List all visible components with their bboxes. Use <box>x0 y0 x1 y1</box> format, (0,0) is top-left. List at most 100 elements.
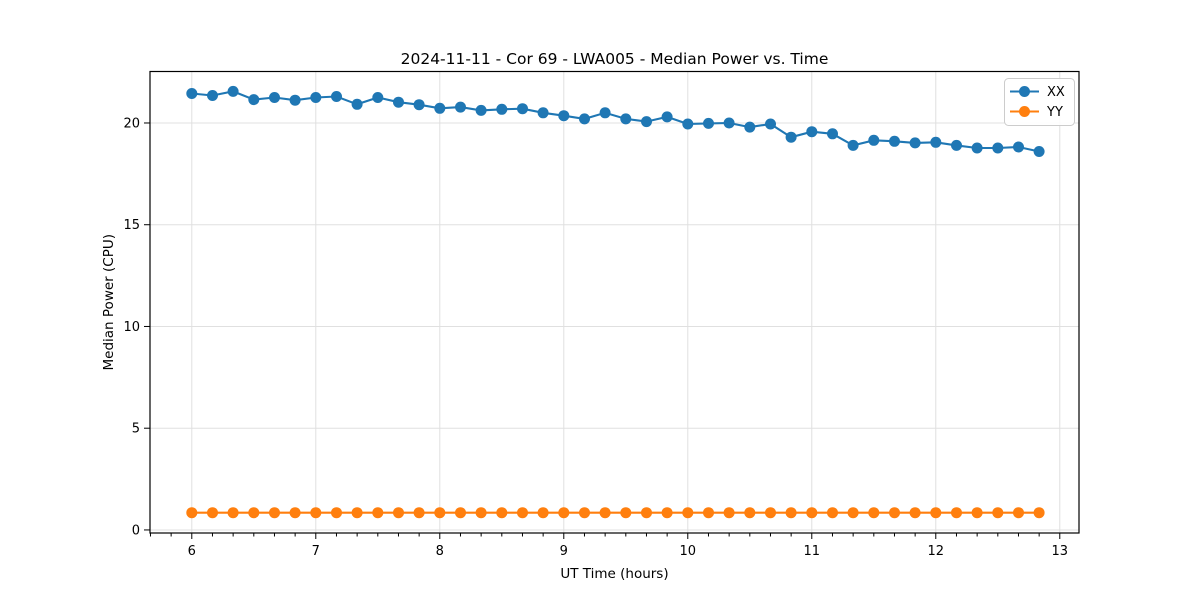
series-YY-marker <box>289 507 301 519</box>
series-YY-marker <box>827 507 838 519</box>
series-YY-marker <box>1033 507 1045 519</box>
series-XX-marker <box>827 128 838 140</box>
y-tick-label: 20 <box>123 117 140 132</box>
series-YY-marker <box>806 507 818 519</box>
series-XX-marker <box>971 142 983 154</box>
series-YY-marker <box>868 507 880 519</box>
series-YY-marker <box>847 507 859 519</box>
series-XX-marker <box>496 103 508 115</box>
series-XX-marker <box>537 107 549 119</box>
series-YY-marker <box>558 507 570 519</box>
series-YY-marker <box>909 507 921 519</box>
series-XX-marker <box>207 90 218 101</box>
series-XX <box>186 85 1045 157</box>
y-tick-label: 0 <box>132 523 140 538</box>
series-XX-marker <box>930 136 942 148</box>
series-XX-marker <box>248 94 260 106</box>
series-XX-marker <box>227 85 239 97</box>
x-tick-label: 10 <box>680 544 697 559</box>
series-YY-marker <box>186 507 198 519</box>
series-XX-marker <box>558 110 570 122</box>
series-XX-marker <box>579 113 590 125</box>
series-XX-marker <box>331 91 342 102</box>
series-YY-marker <box>971 507 983 519</box>
series-XX-marker <box>434 102 446 114</box>
series-YY-marker <box>496 507 508 519</box>
series-YY-marker <box>248 507 260 519</box>
series-XX-marker <box>186 88 198 99</box>
series-YY-marker <box>331 507 342 519</box>
series-YY-marker <box>992 507 1004 519</box>
series-YY-marker <box>723 507 735 519</box>
series-YY-marker <box>703 507 714 519</box>
legend: XX YY <box>1004 78 1075 126</box>
series-YY-marker <box>785 507 797 519</box>
legend-label-XX: XX <box>1047 85 1065 100</box>
series-YY-marker <box>372 507 384 519</box>
series-YY-marker <box>269 507 280 519</box>
series-XX-marker <box>703 117 714 129</box>
series-YY-marker <box>351 507 363 519</box>
x-tick-label: 12 <box>928 544 945 559</box>
series-XX-marker <box>455 101 466 113</box>
series-YY-marker <box>744 507 756 519</box>
y-tick-label: 10 <box>123 320 140 335</box>
series-XX-marker <box>393 96 404 108</box>
series-YY-marker <box>620 507 632 519</box>
grid <box>150 71 1079 533</box>
series-XX-marker <box>992 142 1004 154</box>
series-YY-marker <box>393 507 404 519</box>
series-XX-marker <box>909 137 921 149</box>
series-YY-marker <box>434 507 446 519</box>
series-YY-marker <box>1013 507 1024 519</box>
series-XX-marker <box>620 113 632 125</box>
series-YY-marker <box>579 507 590 519</box>
series-XX-marker <box>310 92 322 103</box>
series-YY-marker <box>661 507 673 519</box>
series-XX-marker <box>682 118 694 130</box>
series-YY-marker <box>599 507 611 519</box>
chart-title: 2024-11-11 - Cor 69 - LWA005 - Median Po… <box>401 50 829 68</box>
series-XX-marker <box>269 92 280 103</box>
series-XX-marker <box>785 131 797 143</box>
legend-sample-marker <box>1019 106 1030 117</box>
series-XX-marker <box>351 98 363 110</box>
series-XX-marker <box>889 135 900 147</box>
plot-border <box>149 70 1080 534</box>
legend-sample-marker <box>1019 86 1030 97</box>
series-YY <box>186 507 1045 519</box>
series-YY-marker <box>889 507 900 519</box>
series-YY-marker <box>951 507 962 519</box>
series-XX-marker <box>723 117 735 129</box>
series-XX-marker <box>1013 141 1024 153</box>
series-YY-marker <box>413 507 425 519</box>
series-YY-marker <box>517 507 528 519</box>
series-XX-marker <box>765 118 776 130</box>
series-XX-marker <box>661 111 673 123</box>
series-XX-marker <box>517 103 528 115</box>
series-XX-marker <box>372 92 384 103</box>
x-tick-label: 11 <box>804 544 821 559</box>
x-tick-label: 8 <box>436 544 444 559</box>
legend-label-YY: YY <box>1046 105 1063 120</box>
series-XX-marker <box>641 116 652 128</box>
x-axis-label: UT Time (hours) <box>560 566 668 582</box>
y-tick-label: 5 <box>132 422 140 437</box>
series-YY-marker <box>227 507 239 519</box>
series-XX-marker <box>599 107 611 119</box>
series-XX-marker <box>847 139 859 151</box>
series-XX-marker <box>806 126 818 138</box>
x-tick-label: 6 <box>188 544 196 559</box>
series-XX-marker <box>289 94 301 106</box>
x-tick-label: 9 <box>560 544 568 559</box>
series-YY-marker <box>930 507 942 519</box>
series-YY-marker <box>537 507 549 519</box>
x-tick-label: 13 <box>1052 544 1069 559</box>
series-XX-marker <box>868 134 880 146</box>
series-YY-marker <box>682 507 694 519</box>
series-XX-marker <box>951 139 962 151</box>
y-axis-label: Median Power (CPU) <box>101 234 117 370</box>
